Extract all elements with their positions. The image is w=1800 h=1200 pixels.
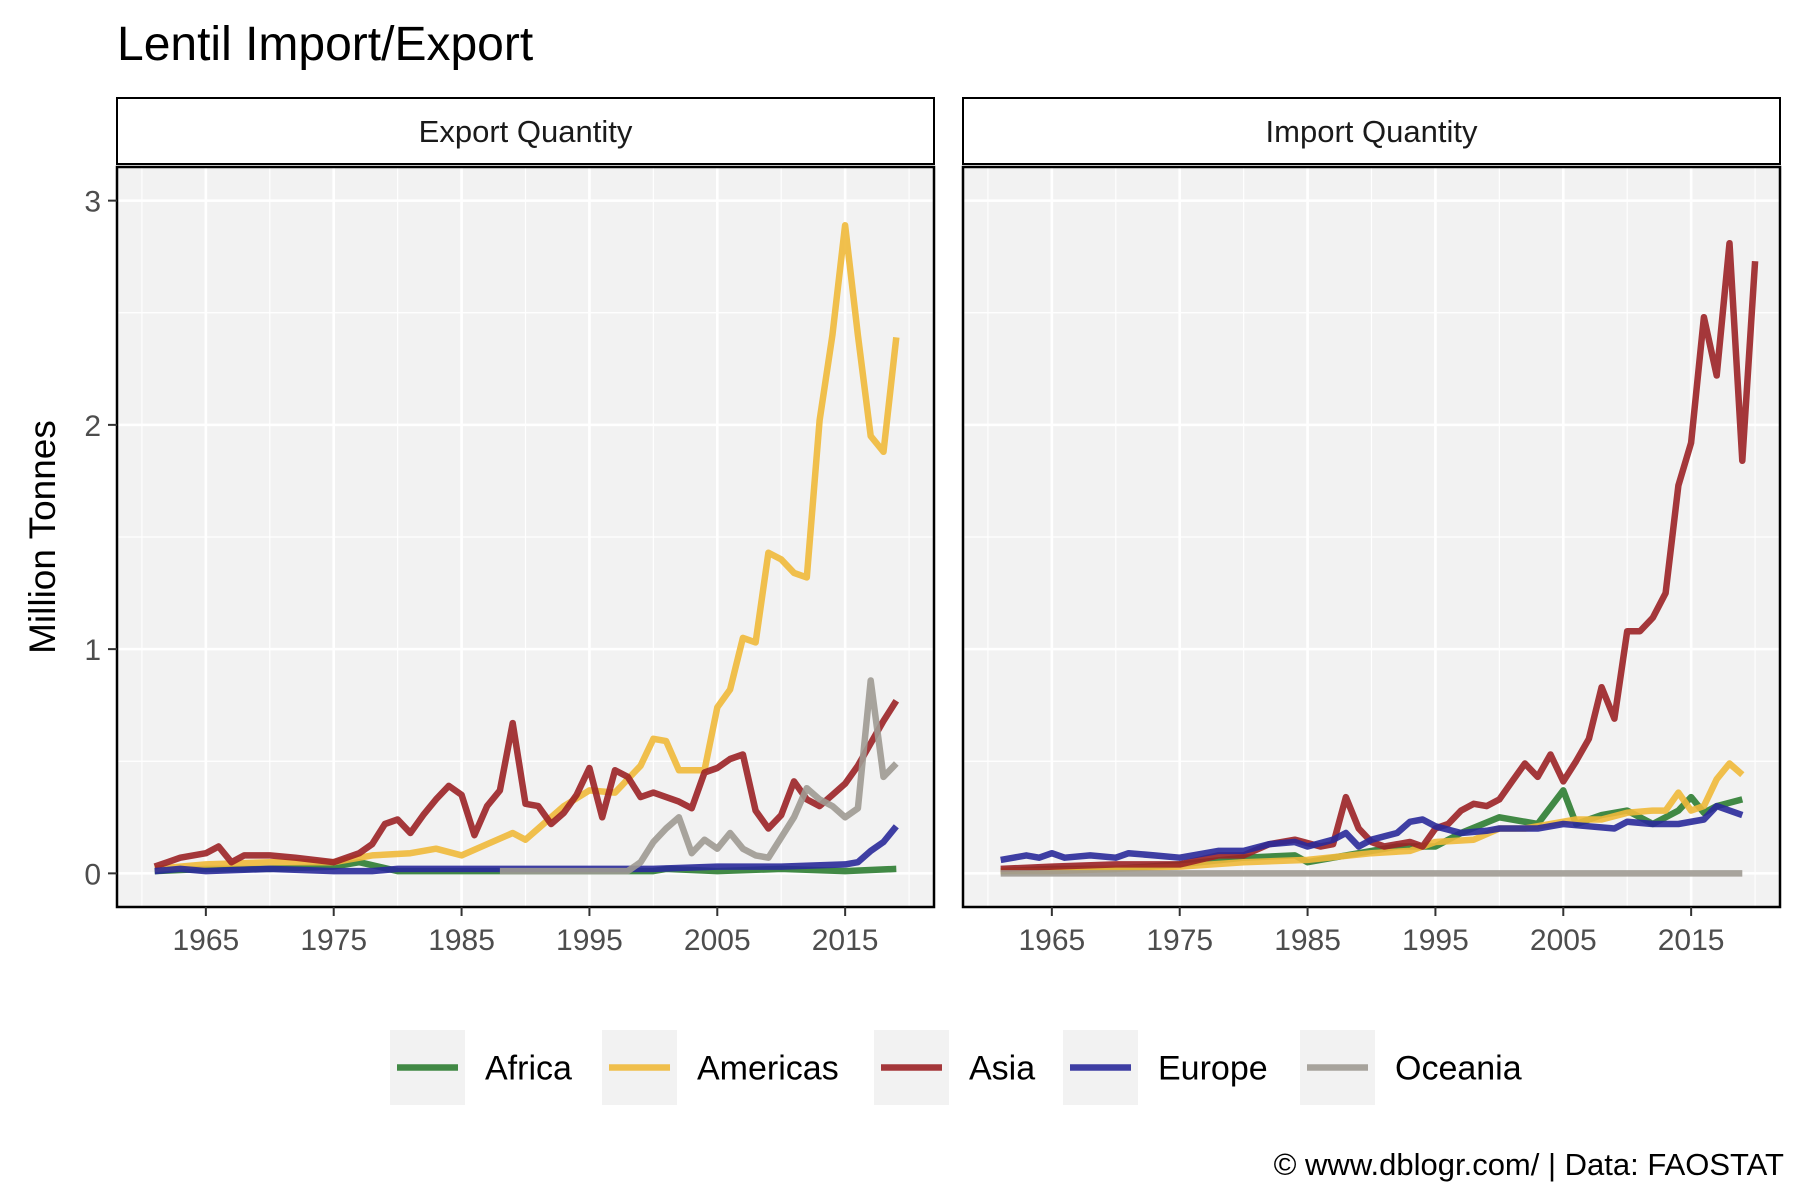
gridlines xyxy=(117,167,934,907)
legend-label: Africa xyxy=(485,1050,572,1088)
strip-label: Export Quantity xyxy=(419,114,633,149)
y-tick-label: 0 xyxy=(84,858,101,891)
y-tick-label: 3 xyxy=(84,186,101,219)
strip-background xyxy=(962,97,1781,165)
x-tick-label: 1975 xyxy=(1146,924,1213,957)
series-lines xyxy=(153,222,900,875)
panel-import-quantity: Import Quantity 1965 1975 1985 1995 2005 2015 xyxy=(961,97,1782,957)
x-tick-label: 1995 xyxy=(1402,924,1469,957)
x-tick-label: 2005 xyxy=(684,924,751,957)
x-tick-label: 2005 xyxy=(1530,924,1597,957)
x-tick-label: 1965 xyxy=(1018,924,1085,957)
x-tick-label: 1975 xyxy=(300,924,367,957)
strip-background xyxy=(116,97,935,165)
legend: Africa Americas Asia Europe Oceania xyxy=(390,1030,1522,1105)
caption: © www.dblogr.com/ | Data: FAOSTAT xyxy=(1274,1147,1784,1182)
x-tick-label: 1965 xyxy=(172,924,239,957)
x-axis: 1965 1975 1985 1995 2005 2015 xyxy=(172,907,879,957)
series-line-asia xyxy=(153,698,900,870)
strip-label: Import Quantity xyxy=(1266,114,1478,149)
y-axis: 0 1 2 3 xyxy=(84,186,117,891)
series-lines xyxy=(1000,239,1759,877)
legend-label: Americas xyxy=(697,1050,839,1088)
x-tick-label: 1985 xyxy=(428,924,495,957)
y-tick-label: 2 xyxy=(84,410,101,443)
panel-export-quantity: Export Quantity 1965 1975 1985 1995 2005 2015… xyxy=(84,97,936,957)
series-line-oceania xyxy=(499,677,899,875)
y-tick-label: 1 xyxy=(84,634,101,667)
plot-frame xyxy=(961,165,1782,909)
y-axis-title: Million Tonnes xyxy=(22,420,63,654)
legend-item-americas: Americas xyxy=(602,1030,839,1105)
chart-title: Lentil Import/Export xyxy=(117,18,533,71)
legend-label: Europe xyxy=(1158,1050,1268,1088)
legend-item-africa: Africa xyxy=(390,1030,572,1105)
legend-label: Asia xyxy=(969,1050,1035,1088)
legend-item-europe: Europe xyxy=(1063,1030,1268,1105)
x-tick-label: 1985 xyxy=(1274,924,1341,957)
x-tick-label: 2015 xyxy=(812,924,879,957)
legend-label: Oceania xyxy=(1395,1050,1522,1088)
legend-item-asia: Asia xyxy=(874,1030,1035,1105)
series-line-africa xyxy=(1000,787,1744,875)
legend-item-oceania: Oceania xyxy=(1300,1030,1522,1105)
x-axis: 1965 1975 1985 1995 2005 2015 xyxy=(1018,907,1725,957)
x-tick-label: 2015 xyxy=(1658,924,1725,957)
series-line-americas xyxy=(154,222,900,873)
plot-frame xyxy=(115,165,936,909)
x-tick-label: 1995 xyxy=(556,924,623,957)
series-line-europe xyxy=(1000,802,1744,864)
